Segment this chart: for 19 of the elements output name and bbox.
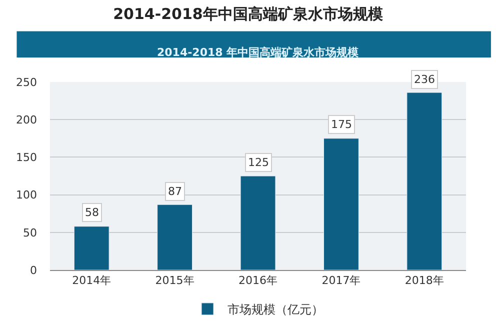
y-tick-label: 250 <box>16 76 37 89</box>
y-tick-label: 100 <box>16 188 37 202</box>
chart-subtitle: 2014-2018 年中国高端矿泉水市场规模 <box>157 46 360 59</box>
x-tick-label: 2017年 <box>322 274 361 288</box>
data-label: 236 <box>414 73 435 86</box>
x-tick-label: 2015年 <box>155 274 194 288</box>
x-tick-label: 2016年 <box>238 274 278 288</box>
y-tick-label: 150 <box>16 151 37 164</box>
y-tick-label: 200 <box>16 113 37 126</box>
data-label: 87 <box>168 185 182 198</box>
data-label: 125 <box>248 156 269 169</box>
chart-title: 2014-2018年中国高端矿泉水市场规模 <box>113 4 384 23</box>
x-tick-label: 2018年 <box>404 274 444 288</box>
legend-label: 市场规模（亿元） <box>228 302 324 317</box>
y-tick-label: 0 <box>30 264 37 277</box>
x-tick-label: 2014年 <box>72 274 112 288</box>
data-label: 58 <box>85 206 99 219</box>
data-label: 175 <box>331 118 352 131</box>
y-tick-label: 50 <box>23 226 37 240</box>
